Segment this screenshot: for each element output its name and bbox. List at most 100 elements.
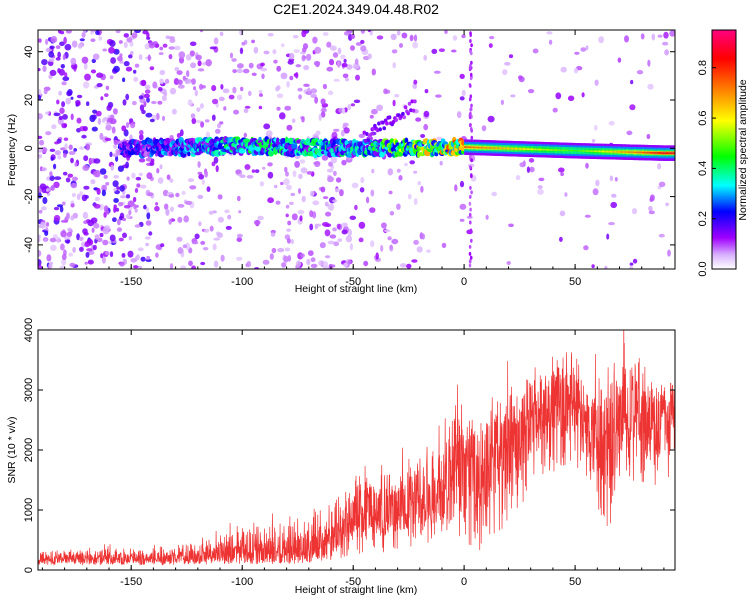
- y-tick-label: 40: [23, 46, 35, 58]
- spectral-speckle: [103, 117, 108, 121]
- spectral-speckle: [436, 136, 443, 141]
- spectral-speckle: [112, 108, 118, 115]
- spectral-speckle: [111, 126, 116, 134]
- spectral-speckle: [648, 205, 653, 212]
- spectral-speckle: [98, 36, 103, 41]
- spectral-speckle: [251, 169, 256, 173]
- y-tick-label: 0: [23, 567, 35, 573]
- spectral-speckle: [138, 95, 144, 100]
- spectral-speckle: [46, 192, 51, 196]
- spectral-speckle: [84, 73, 91, 81]
- spectral-band: [614, 150, 616, 153]
- spectral-speckle: [189, 41, 197, 47]
- spectral-speckle: [216, 232, 223, 238]
- spectral-speckle: [190, 113, 196, 119]
- spectral-speckle: [341, 159, 347, 166]
- spectral-speckle: [376, 35, 384, 40]
- spectral-speckle: [632, 258, 638, 264]
- spectral-speckle: [352, 62, 360, 70]
- spectral-band: [512, 147, 514, 150]
- spectral-speckle: [170, 206, 174, 212]
- spectral-speckle: [159, 164, 163, 170]
- spectral-speckle: [280, 43, 285, 48]
- spectral-speckle: [63, 137, 69, 141]
- spectral-speckle: [391, 49, 398, 54]
- spectral-speckle: [112, 217, 117, 223]
- spectral-speckle: [149, 66, 155, 71]
- snr-ylabel: SNR (10 * v/v): [6, 416, 18, 483]
- spectral-speckle: [67, 173, 74, 178]
- spectral-band: [473, 146, 475, 149]
- spectral-speckle: [158, 87, 163, 92]
- spectral-spike: [469, 83, 472, 88]
- spectral-band: [595, 150, 598, 153]
- spectral-speckle: [193, 86, 197, 91]
- spectral-speckle: [279, 112, 286, 120]
- spectral-speckle: [97, 117, 102, 125]
- spectral-speckle: [649, 194, 655, 202]
- spectral-speckle: [647, 83, 654, 90]
- spectral-speckle: [181, 190, 186, 196]
- spectral-speckle: [45, 111, 50, 115]
- spectral-speckle: [209, 225, 214, 232]
- spectral-speckle: [109, 234, 116, 242]
- spectral-speckle: [504, 61, 511, 66]
- spectral-speckle: [223, 106, 227, 111]
- spectral-speckle: [281, 262, 287, 268]
- spectral-speckle: [309, 210, 314, 218]
- spectral-speckle: [95, 30, 100, 35]
- spectral-speckle: [318, 260, 325, 267]
- spectral-speckle: [177, 79, 183, 85]
- spectral-speckle: [487, 115, 495, 123]
- spectral-speckle: [61, 253, 67, 261]
- spectral-speckle: [350, 103, 355, 107]
- spectral-speckle: [130, 122, 136, 129]
- spectral-speckle: [197, 60, 202, 67]
- spectral-speckle: [394, 93, 400, 98]
- spectral-branch: [365, 132, 369, 136]
- spectral-speckle: [61, 81, 67, 86]
- spectral-speckle: [283, 255, 289, 263]
- spectral-band: [568, 149, 570, 152]
- spectral-band: [520, 148, 522, 150]
- spectral-speckle: [177, 247, 184, 254]
- spectral-speckle: [358, 221, 366, 229]
- spectral-speckle: [204, 119, 210, 123]
- spectral-branch: [397, 113, 401, 118]
- spectral-branch: [394, 118, 399, 122]
- spectral-band: [584, 150, 586, 152]
- spectral-speckle: [115, 207, 120, 212]
- spectral-speckle: [290, 238, 295, 245]
- spectral-speckle: [320, 98, 326, 105]
- spectral-band: [631, 151, 633, 154]
- spectral-speckle: [360, 30, 366, 34]
- spectral-speckle: [564, 192, 568, 197]
- spectral-speckle: [105, 85, 110, 91]
- snr-line: [38, 330, 675, 566]
- spectral-speckle: [62, 54, 66, 61]
- spectral-speckle: [294, 160, 300, 168]
- spectral-speckle: [72, 246, 76, 253]
- spectral-band: [479, 146, 481, 149]
- spectral-speckle: [277, 247, 285, 253]
- spectral-speckle: [71, 40, 78, 48]
- spectral-speckle: [39, 139, 45, 146]
- colorbar: [712, 30, 736, 269]
- spectral-band: [646, 151, 648, 154]
- spectral-speckle: [346, 64, 353, 70]
- spectral-speckle: [73, 148, 78, 152]
- spectral-band: [539, 148, 542, 151]
- spectral-speckle: [485, 214, 489, 220]
- spectral-speckle: [321, 106, 326, 112]
- spectral-band: [568, 149, 571, 152]
- spectral-speckle: [366, 196, 370, 204]
- spectral-speckle: [113, 48, 120, 55]
- spectral-speckle: [190, 62, 197, 69]
- spectral-speckle: [38, 113, 43, 120]
- spectral-speckle: [59, 205, 64, 213]
- spectral-band: [585, 150, 588, 152]
- spectral-speckle: [200, 121, 205, 128]
- spectral-speckle: [355, 74, 360, 81]
- spectral-band: [509, 147, 511, 150]
- spectral-speckle: [53, 163, 57, 170]
